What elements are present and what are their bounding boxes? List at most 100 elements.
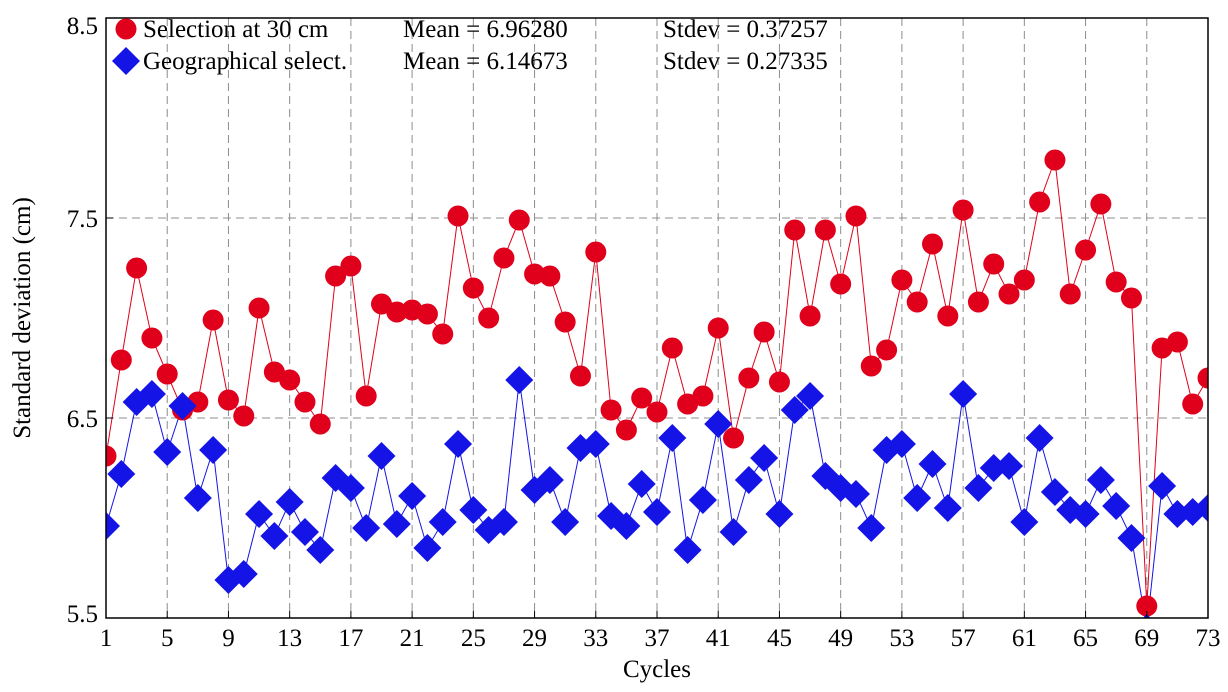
data-point-diamond [107, 460, 136, 488]
data-point-circle [646, 401, 668, 423]
data-point-diamond [658, 424, 687, 452]
data-point-circle [447, 205, 469, 227]
data-point-circle [692, 385, 714, 407]
data-point-circle [202, 309, 224, 331]
data-point-circle [325, 265, 347, 287]
data-point-circle [906, 291, 928, 313]
data-point-circle [1075, 239, 1097, 261]
data-point-diamond [459, 496, 488, 524]
data-point-diamond [887, 430, 916, 458]
data-point-circle [248, 297, 270, 319]
data-point-circle [493, 247, 515, 269]
data-point-circle [830, 273, 852, 295]
data-point-diamond [290, 518, 319, 546]
x-tick-label: 5 [161, 625, 174, 652]
data-point-circle [1029, 191, 1051, 213]
data-point-circle [615, 419, 637, 441]
data-point-circle [386, 301, 408, 323]
x-tick-label: 65 [1073, 625, 1098, 652]
data-point-circle [1090, 193, 1112, 215]
data-point-circle [416, 303, 438, 325]
data-point-circle [723, 427, 745, 449]
data-point-diamond [260, 522, 289, 550]
data-point-diamond [673, 536, 702, 564]
data-point-diamond [903, 484, 932, 512]
data-point-circle [1136, 595, 1158, 617]
data-point-circle [217, 389, 239, 411]
data-point-circle [156, 363, 178, 385]
data-point-diamond [995, 452, 1024, 480]
data-point-diamond [704, 410, 733, 438]
data-point-diamond [964, 474, 993, 502]
x-axis-title: Cycles [623, 656, 691, 683]
data-point-circle [738, 367, 760, 389]
y-axis-title: Standard deviation (cm) [9, 197, 36, 439]
data-point-diamond [306, 536, 335, 564]
data-point-diamond [535, 466, 564, 494]
x-tick-label: 17 [338, 625, 363, 652]
data-point-diamond [352, 514, 381, 542]
data-point-diamond [719, 518, 748, 546]
data-point-diamond [841, 480, 870, 508]
legend-stdev-text: Stdev = 0.37257 [663, 16, 828, 43]
legend-series-name: Geographical select. [143, 48, 347, 75]
data-point-diamond [137, 380, 166, 408]
data-point-diamond [153, 438, 182, 466]
data-point-diamond [1010, 508, 1039, 536]
data-point-diamond [413, 534, 442, 562]
data-point-diamond [398, 482, 427, 510]
data-point-diamond [949, 380, 978, 408]
data-point-circle [845, 205, 867, 227]
y-tick-label: 6.5 [67, 406, 98, 433]
data-point-diamond [918, 450, 947, 478]
data-point-circle [585, 241, 607, 263]
data-point-diamond [857, 514, 886, 542]
y-tick-label: 7.5 [67, 206, 98, 233]
data-point-diamond [367, 442, 396, 470]
data-point-circle [922, 233, 943, 255]
x-tick-label: 37 [645, 625, 670, 652]
data-point-circle [1182, 393, 1204, 415]
data-point-circle [1044, 149, 1066, 171]
data-point-circle [106, 445, 117, 467]
data-point-circle [707, 317, 729, 339]
data-point-diamond [1025, 424, 1054, 452]
data-point-circle [983, 253, 1005, 275]
legend-mean-text: Mean = 6.96280 [403, 16, 568, 43]
y-tick-label: 8.5 [67, 13, 98, 40]
data-point-circle [539, 265, 561, 287]
ticks: 1 5 9 13 17 21 25 29 33 37 41 45 49 53 57 61 65 69 73 5.5 6.… [67, 13, 1221, 652]
data-point-circle [1166, 331, 1188, 353]
data-point-diamond [581, 430, 610, 458]
data-point-circle [967, 291, 989, 313]
x-tick-label: 13 [277, 625, 302, 652]
x-tick-label: 73 [1196, 625, 1221, 652]
x-tick-label: 57 [951, 625, 976, 652]
data-point-circle [1105, 271, 1127, 293]
data-point-circle [784, 219, 806, 241]
x-tick-label: 33 [583, 625, 608, 652]
data-point-circle [1013, 269, 1035, 291]
data-point-diamond [183, 484, 212, 512]
data-point-diamond [199, 436, 228, 464]
data-point-diamond [444, 430, 473, 458]
data-point-diamond [1148, 472, 1177, 500]
data-point-diamond [627, 470, 656, 498]
data-point-circle [814, 219, 836, 241]
data-point-diamond [1086, 466, 1115, 494]
data-point-circle [126, 257, 148, 279]
legend: Selection at 30 cm Mean = 6.96280 Stdev = … [112, 16, 828, 75]
data-point-diamond [489, 508, 518, 536]
data-point-diamond [796, 382, 825, 410]
data-point-diamond [1040, 478, 1069, 506]
data-point-circle [554, 311, 576, 333]
data-point-circle [799, 305, 821, 327]
x-tick-label: 49 [828, 625, 853, 652]
legend-stdev-text: Stdev = 0.27335 [663, 48, 828, 75]
data-point-diamond [734, 466, 763, 494]
data-point-circle [891, 269, 913, 291]
data-point-diamond [551, 508, 580, 536]
data-point-circle [309, 413, 331, 435]
data-point-circle [508, 209, 530, 231]
